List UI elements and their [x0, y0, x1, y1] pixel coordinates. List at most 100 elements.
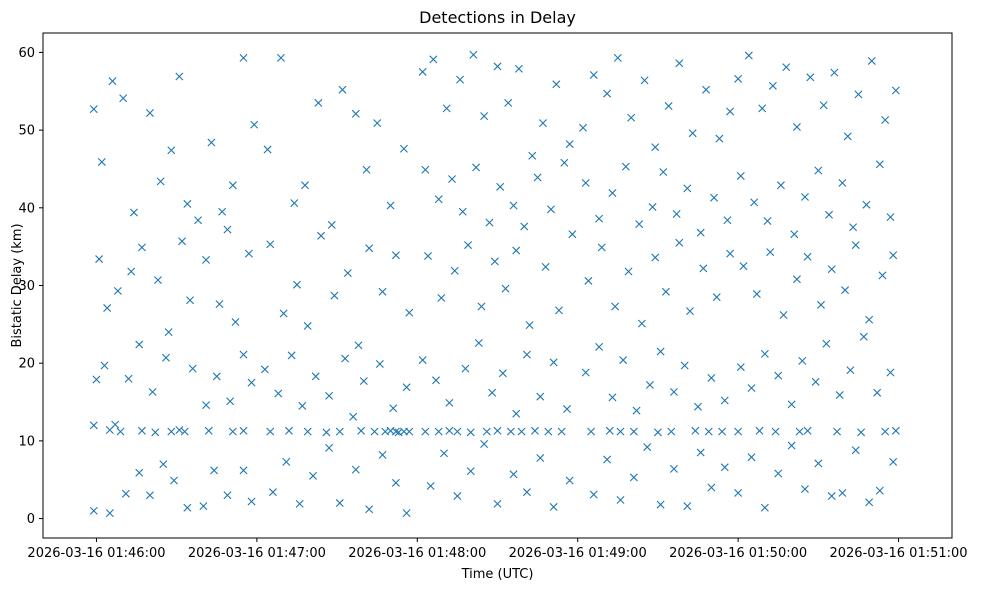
data-point	[183, 503, 192, 512]
data-point	[504, 98, 513, 107]
data-point	[747, 384, 756, 393]
data-point	[402, 509, 411, 518]
y-axis: 0 10 20 30 40 50 60	[18, 46, 43, 527]
data-point	[830, 68, 839, 77]
data-point	[266, 427, 275, 436]
data-point	[365, 505, 374, 514]
data-point	[325, 391, 334, 400]
data-point	[843, 132, 852, 141]
data-point	[792, 123, 801, 131]
data-point	[736, 171, 745, 180]
data-point	[627, 113, 636, 122]
x-tick-label: 2026-03-16 01:51:00	[829, 546, 967, 561]
data-point	[119, 94, 128, 103]
data-point	[260, 365, 269, 374]
data-point	[557, 427, 566, 436]
data-point	[825, 210, 834, 219]
plot-area	[42, 32, 953, 539]
data-point	[485, 218, 494, 227]
data-point	[202, 401, 211, 410]
data-point	[881, 116, 890, 125]
data-point	[480, 112, 489, 121]
y-tick-label: 50	[18, 124, 35, 139]
data-point	[239, 466, 248, 475]
data-point	[755, 426, 764, 435]
data-point	[891, 426, 900, 435]
data-point	[672, 210, 681, 219]
data-point	[421, 427, 430, 436]
data-point	[108, 77, 117, 86]
data-point	[338, 85, 347, 94]
data-point	[188, 364, 197, 373]
data-point	[461, 364, 470, 373]
data-point	[643, 443, 652, 452]
x-axis: 2026-03-16 01:46:00 2026-03-16 01:47:00 20…	[27, 538, 968, 561]
data-point	[512, 246, 521, 255]
data-point	[298, 401, 307, 410]
data-point	[445, 398, 454, 407]
data-point	[694, 402, 703, 411]
data-point	[827, 265, 836, 274]
data-point	[525, 321, 534, 330]
data-point	[664, 102, 673, 111]
data-point	[129, 208, 138, 217]
data-point	[881, 427, 890, 436]
data-point	[239, 53, 248, 62]
data-point	[89, 421, 98, 430]
data-point	[105, 426, 114, 434]
data-point	[148, 387, 157, 396]
data-point	[597, 243, 606, 252]
data-point	[183, 199, 192, 208]
data-point	[279, 309, 288, 318]
data-point	[343, 269, 352, 278]
data-point	[669, 464, 678, 473]
data-point	[210, 466, 219, 475]
data-point	[710, 193, 719, 202]
data-point	[311, 372, 320, 381]
data-point	[263, 145, 272, 154]
data-point	[442, 104, 451, 113]
data-point	[295, 499, 304, 508]
data-point	[819, 101, 828, 110]
data-point	[482, 427, 491, 436]
data-point	[891, 86, 900, 95]
data-point	[792, 275, 801, 284]
data-point	[768, 81, 777, 90]
data-point	[865, 315, 874, 324]
data-point	[736, 363, 745, 372]
data-point	[595, 214, 604, 223]
data-point	[496, 182, 505, 191]
data-point	[405, 427, 414, 436]
data-point	[151, 428, 160, 437]
data-point	[771, 427, 780, 436]
data-point	[862, 200, 871, 209]
data-point	[226, 397, 235, 406]
data-point	[707, 373, 716, 382]
data-point	[565, 476, 574, 485]
data-point	[284, 426, 293, 435]
data-point	[95, 255, 104, 264]
data-point	[100, 361, 109, 370]
data-point	[137, 243, 146, 252]
data-point	[744, 51, 753, 60]
data-point	[448, 175, 457, 184]
data-point	[696, 228, 705, 237]
data-point	[522, 488, 531, 497]
data-point	[790, 230, 799, 239]
y-tick-label: 60	[18, 46, 35, 61]
data-point	[266, 240, 275, 249]
data-point	[865, 498, 874, 507]
data-point	[167, 146, 176, 155]
data-point	[161, 353, 170, 362]
data-point	[391, 478, 400, 487]
data-point	[552, 80, 561, 89]
data-point	[354, 341, 363, 350]
data-point	[632, 406, 641, 415]
data-point	[859, 332, 868, 341]
data-point	[440, 449, 449, 458]
data-point	[616, 427, 625, 436]
data-point	[456, 75, 465, 84]
data-point	[215, 300, 224, 309]
data-point	[474, 339, 483, 347]
data-point	[889, 457, 898, 466]
